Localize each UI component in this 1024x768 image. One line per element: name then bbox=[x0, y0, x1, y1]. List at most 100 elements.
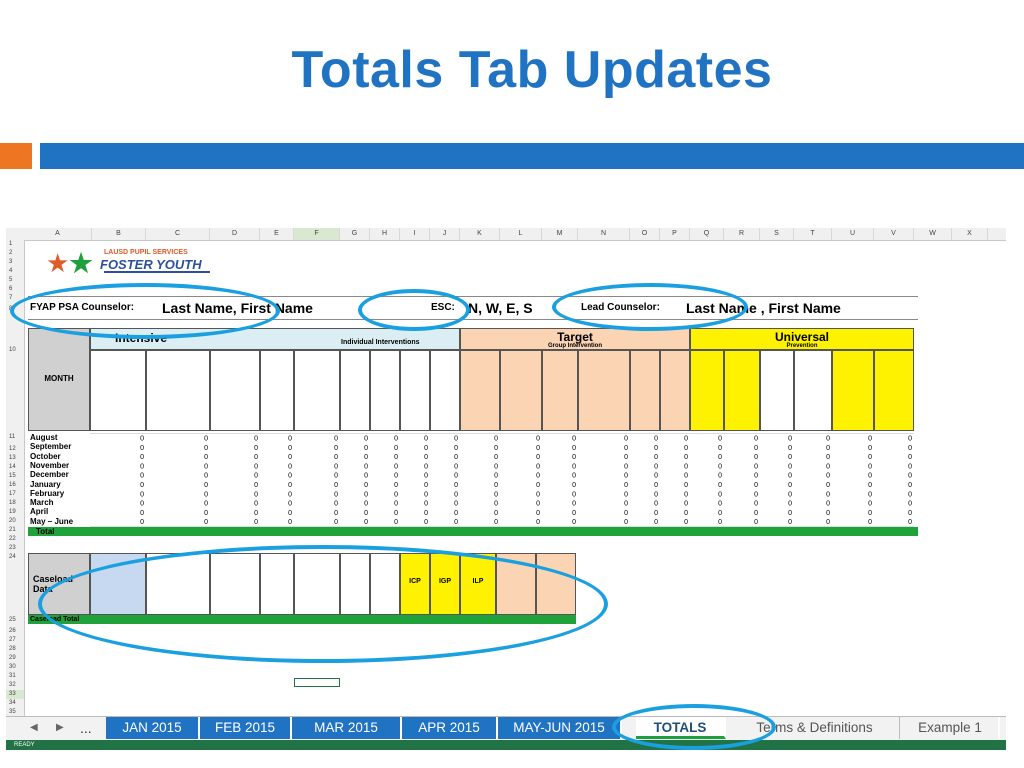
cell-value: 0 bbox=[788, 463, 792, 470]
cell-value: 0 bbox=[684, 510, 688, 517]
cell-value: 0 bbox=[754, 491, 758, 498]
cell-value: 0 bbox=[204, 519, 208, 526]
col-header-j[interactable]: J bbox=[430, 228, 460, 240]
tab-may-jun-2015[interactable]: MAY-JUN 2015 bbox=[498, 717, 622, 739]
cell-value: 0 bbox=[624, 501, 628, 508]
col-header-w[interactable]: W bbox=[914, 228, 952, 240]
col-header-t[interactable]: T bbox=[794, 228, 832, 240]
cell-value: 0 bbox=[654, 463, 658, 470]
cell-value: 0 bbox=[908, 436, 912, 443]
cell-value: 0 bbox=[334, 491, 338, 498]
col-header-o[interactable]: O bbox=[630, 228, 660, 240]
cell-value: 0 bbox=[718, 454, 722, 461]
esc-value[interactable]: N, W, E, S bbox=[468, 300, 533, 316]
tab-mar-2015[interactable]: MAR 2015 bbox=[292, 717, 402, 739]
col-header-k[interactable]: K bbox=[460, 228, 500, 240]
cell-value: 0 bbox=[536, 473, 540, 480]
col-header-g[interactable]: G bbox=[340, 228, 370, 240]
header-cell bbox=[294, 350, 340, 431]
tab-feb-2015[interactable]: FEB 2015 bbox=[200, 717, 292, 739]
cell-value: 0 bbox=[788, 501, 792, 508]
month-label: October bbox=[30, 451, 61, 461]
col-header-s[interactable]: S bbox=[760, 228, 794, 240]
tab-more[interactable]: ... bbox=[80, 720, 92, 736]
accent-bar-orange bbox=[0, 143, 32, 169]
cell-value: 0 bbox=[684, 501, 688, 508]
col-header-b[interactable]: B bbox=[92, 228, 146, 240]
cell-value: 0 bbox=[394, 482, 398, 489]
tab-example-1[interactable]: Example 1 bbox=[902, 717, 1000, 739]
col-header-v[interactable]: V bbox=[874, 228, 914, 240]
cell-value: 0 bbox=[394, 436, 398, 443]
col-header-h[interactable]: H bbox=[370, 228, 400, 240]
col-header-d[interactable]: D bbox=[210, 228, 260, 240]
cell-value: 0 bbox=[394, 463, 398, 470]
col-header-a[interactable]: A bbox=[24, 228, 92, 240]
cell-value: 0 bbox=[204, 454, 208, 461]
tab-jan-2015[interactable]: JAN 2015 bbox=[106, 717, 200, 739]
cell-value: 0 bbox=[364, 473, 368, 480]
col-header-n[interactable]: N bbox=[578, 228, 630, 240]
cell-value: 0 bbox=[204, 482, 208, 489]
col-header-x[interactable]: X bbox=[952, 228, 988, 240]
cell-value: 0 bbox=[754, 436, 758, 443]
col-header-q[interactable]: Q bbox=[690, 228, 724, 240]
tab-scroll-right-icon[interactable]: ▶ bbox=[56, 722, 64, 733]
total-label: Total bbox=[36, 527, 55, 536]
cell-value: 0 bbox=[718, 436, 722, 443]
cell-value: 0 bbox=[654, 454, 658, 461]
cell-value: 0 bbox=[424, 482, 428, 489]
cell-value: 0 bbox=[454, 519, 458, 526]
cell-value: 0 bbox=[288, 436, 292, 443]
header-cell bbox=[500, 350, 542, 431]
sheet-tab-bar: ◀ ▶ ... JAN 2015 FEB 2015 MAR 2015 APR 2… bbox=[6, 716, 1006, 741]
cell-value: 0 bbox=[718, 510, 722, 517]
cell-value: 0 bbox=[536, 463, 540, 470]
tab-scroll-left-icon[interactable]: ◀ bbox=[30, 722, 38, 733]
month-label: May – June bbox=[30, 516, 74, 526]
cell-value: 0 bbox=[908, 519, 912, 526]
cell-value: 0 bbox=[826, 501, 830, 508]
col-header-p[interactable]: P bbox=[660, 228, 690, 240]
cell-value: 0 bbox=[754, 519, 758, 526]
cell-value: 0 bbox=[826, 510, 830, 517]
selected-cell[interactable] bbox=[294, 678, 340, 687]
cell-value: 0 bbox=[394, 454, 398, 461]
tab-apr-2015[interactable]: APR 2015 bbox=[402, 717, 498, 739]
col-header-l[interactable]: L bbox=[500, 228, 542, 240]
individual-column-headers bbox=[90, 350, 460, 431]
header-cell bbox=[630, 350, 660, 431]
cell-value: 0 bbox=[254, 463, 258, 470]
cell-value: 0 bbox=[624, 482, 628, 489]
cell-value: 0 bbox=[494, 519, 498, 526]
cell-value: 0 bbox=[624, 463, 628, 470]
col-header-r[interactable]: R bbox=[724, 228, 760, 240]
col-header-c[interactable]: C bbox=[146, 228, 210, 240]
cell-value: 0 bbox=[536, 454, 540, 461]
cell-value: 0 bbox=[454, 491, 458, 498]
cell-value: 0 bbox=[140, 482, 144, 489]
cell-value: 0 bbox=[204, 436, 208, 443]
cell-value: 0 bbox=[334, 482, 338, 489]
highlight-ellipse-caseload bbox=[38, 545, 608, 663]
cell-value: 0 bbox=[254, 501, 258, 508]
cell-value: 0 bbox=[572, 463, 576, 470]
cell-value: 0 bbox=[334, 473, 338, 480]
col-header-e[interactable]: E bbox=[260, 228, 294, 240]
cell-value: 0 bbox=[826, 482, 830, 489]
people-icon: ★★ bbox=[46, 248, 93, 278]
cell-value: 0 bbox=[364, 519, 368, 526]
month-label: August bbox=[30, 433, 58, 442]
col-header-i[interactable]: I bbox=[400, 228, 430, 240]
col-header-u[interactable]: U bbox=[832, 228, 874, 240]
cell-value: 0 bbox=[868, 519, 872, 526]
cell-value: 0 bbox=[788, 454, 792, 461]
col-header-f[interactable]: F bbox=[294, 228, 340, 240]
cell-value: 0 bbox=[754, 482, 758, 489]
cell-value: 0 bbox=[494, 445, 498, 452]
col-header-m[interactable]: M bbox=[542, 228, 578, 240]
cell-value: 0 bbox=[204, 491, 208, 498]
logo-text-line2: FOSTER YOUTH bbox=[100, 257, 202, 272]
cell-value: 0 bbox=[908, 482, 912, 489]
cell-value: 0 bbox=[868, 473, 872, 480]
